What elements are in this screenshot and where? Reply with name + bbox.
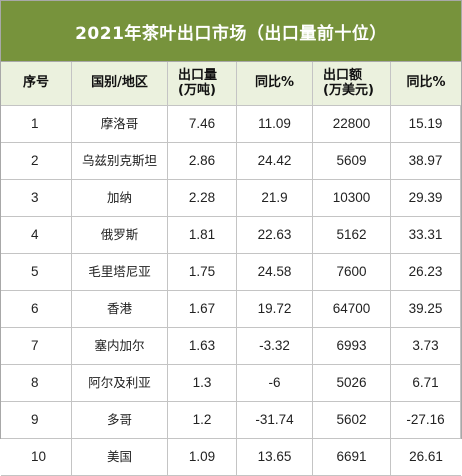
cell-rank: 7 [1, 328, 72, 365]
cell-volume-yoy: 21.9 [237, 180, 313, 217]
cell-value: 22800 [313, 106, 391, 143]
table-header-row: 序号 国别/地区 出口量 (万吨) 同比% 出口额 (万美元) 同比% [1, 62, 461, 106]
header-value-unit: (万美元) [323, 82, 374, 98]
cell-volume: 7.46 [168, 106, 237, 143]
cell-value: 64700 [313, 291, 391, 328]
cell-value-yoy: 6.71 [391, 365, 461, 402]
cell-volume: 1.3 [168, 365, 237, 402]
cell-value-yoy: 26.61 [391, 439, 461, 476]
cell-rank: 8 [1, 365, 72, 402]
cell-value-yoy: 38.97 [391, 143, 461, 180]
header-region: 国别/地区 [72, 62, 168, 106]
cell-volume: 1.2 [168, 402, 237, 439]
cell-rank: 10 [1, 439, 72, 476]
cell-value: 5609 [313, 143, 391, 180]
cell-region: 毛里塔尼亚 [72, 254, 168, 291]
cell-value-yoy: 39.25 [391, 291, 461, 328]
cell-volume: 1.63 [168, 328, 237, 365]
cell-rank: 1 [1, 106, 72, 143]
cell-value: 6691 [313, 439, 391, 476]
cell-volume-yoy: -31.74 [237, 402, 313, 439]
cell-volume-yoy: 24.42 [237, 143, 313, 180]
header-volume-label: 出口量 [178, 67, 218, 83]
cell-region: 香港 [72, 291, 168, 328]
cell-volume: 1.81 [168, 217, 237, 254]
cell-value-yoy: 15.19 [391, 106, 461, 143]
header-value: 出口额 (万美元) [313, 62, 391, 106]
header-value-yoy-label: 同比% [406, 75, 446, 91]
cell-volume-yoy: 24.58 [237, 254, 313, 291]
table-title: 2021年茶叶出口市场（出口量前十位） [75, 23, 387, 44]
cell-volume-yoy: -6 [237, 365, 313, 402]
cell-rank: 9 [1, 402, 72, 439]
header-rank: 序号 [1, 62, 72, 106]
table-title-bar: 2021年茶叶出口市场（出口量前十位） [1, 1, 461, 62]
header-volume-unit: (万吨) [178, 82, 216, 98]
cell-volume: 2.86 [168, 143, 237, 180]
cell-value: 7600 [313, 254, 391, 291]
header-volume-yoy: 同比% [237, 62, 313, 106]
cell-volume-yoy: 11.09 [237, 106, 313, 143]
cell-value: 5162 [313, 217, 391, 254]
header-rank-label: 序号 [22, 75, 49, 91]
cell-volume: 1.75 [168, 254, 237, 291]
cell-value-yoy: 29.39 [391, 180, 461, 217]
cell-volume: 2.28 [168, 180, 237, 217]
cell-value: 6993 [313, 328, 391, 365]
cell-value: 5602 [313, 402, 391, 439]
header-region-label: 国别/地区 [91, 75, 148, 91]
cell-volume: 1.67 [168, 291, 237, 328]
cell-rank: 3 [1, 180, 72, 217]
header-volume: 出口量 (万吨) [168, 62, 237, 106]
cell-region: 阿尔及利亚 [72, 365, 168, 402]
cell-value-yoy: 33.31 [391, 217, 461, 254]
cell-rank: 6 [1, 291, 72, 328]
cell-volume-yoy: 13.65 [237, 439, 313, 476]
cell-volume-yoy: -3.32 [237, 328, 313, 365]
header-value-yoy: 同比% [391, 62, 461, 106]
cell-region: 美国 [72, 439, 168, 476]
cell-region: 摩洛哥 [72, 106, 168, 143]
cell-rank: 2 [1, 143, 72, 180]
header-volume-yoy-label: 同比% [254, 75, 295, 91]
cell-value-yoy: 26.23 [391, 254, 461, 291]
cell-rank: 5 [1, 254, 72, 291]
cell-volume-yoy: 19.72 [237, 291, 313, 328]
cell-region: 塞内加尔 [72, 328, 168, 365]
cell-region: 加纳 [72, 180, 168, 217]
cell-volume-yoy: 22.63 [237, 217, 313, 254]
cell-value: 5026 [313, 365, 391, 402]
cell-value-yoy: 3.73 [391, 328, 461, 365]
cell-volume: 1.09 [168, 439, 237, 476]
cell-region: 乌兹别克斯坦 [72, 143, 168, 180]
cell-rank: 4 [1, 217, 72, 254]
cell-region: 多哥 [72, 402, 168, 439]
cell-region: 俄罗斯 [72, 217, 168, 254]
header-value-label: 出口额 [323, 67, 363, 83]
cell-value: 10300 [313, 180, 391, 217]
cell-value-yoy: -27.16 [391, 402, 461, 439]
table-body: 1 摩洛哥 7.46 11.09 22800 15.19 2 乌兹别克斯坦 2.… [1, 106, 461, 476]
